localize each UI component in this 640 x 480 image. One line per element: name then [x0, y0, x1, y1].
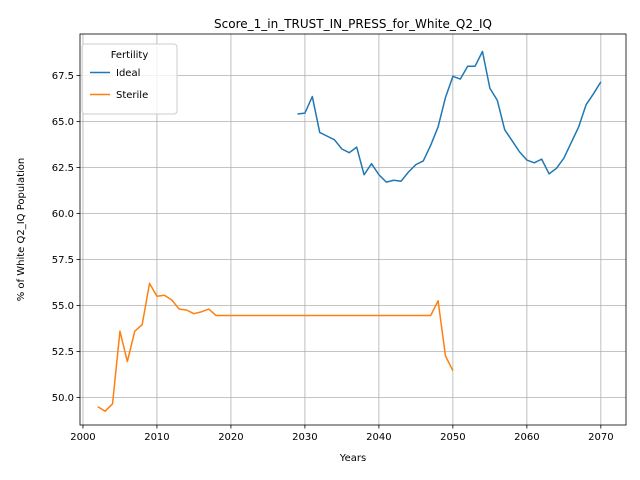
x-tick-label: 2070 [588, 432, 613, 443]
axis-ticks: 2000 2010 2020 2030 2040 2050 2060 2070 50.0 52.5… [52, 71, 614, 443]
y-tick-label: 52.5 [52, 347, 74, 358]
legend-title: Fertility [111, 50, 149, 61]
x-tick-label: 2050 [440, 432, 465, 443]
y-axis-label: % of White Q2_IQ Population [16, 158, 27, 302]
grid [80, 34, 626, 425]
series-lines [97, 50, 602, 412]
y-tick-label: 67.5 [52, 71, 74, 82]
x-tick-label: 2030 [292, 432, 317, 443]
x-axis-label: Years [339, 453, 366, 464]
x-tick-label: 2000 [70, 432, 95, 443]
y-tick-label: 60.0 [52, 209, 74, 220]
y-tick-label: 57.5 [52, 255, 74, 266]
y-tick-label: 62.5 [52, 163, 74, 174]
legend-box [81, 43, 178, 115]
chart-title: Score_1_in_TRUST_IN_PRESS_for_White_Q2_I… [214, 17, 492, 31]
x-tick-label: 2010 [144, 432, 169, 443]
x-tick-label: 2020 [218, 432, 243, 443]
x-tick-label: 2040 [366, 432, 391, 443]
x-tick-label: 2060 [514, 432, 539, 443]
plot-frame [79, 33, 627, 426]
y-tick-label: 55.0 [52, 301, 74, 312]
series-line-sterile [97, 282, 454, 412]
legend-label-ideal: Ideal [116, 68, 140, 79]
y-tick-label: 65.0 [52, 117, 74, 128]
y-tick-label: 50.0 [52, 393, 74, 404]
legend: Fertility Ideal Sterile [81, 43, 178, 115]
series-line-ideal [297, 50, 602, 183]
legend-label-sterile: Sterile [116, 90, 148, 101]
